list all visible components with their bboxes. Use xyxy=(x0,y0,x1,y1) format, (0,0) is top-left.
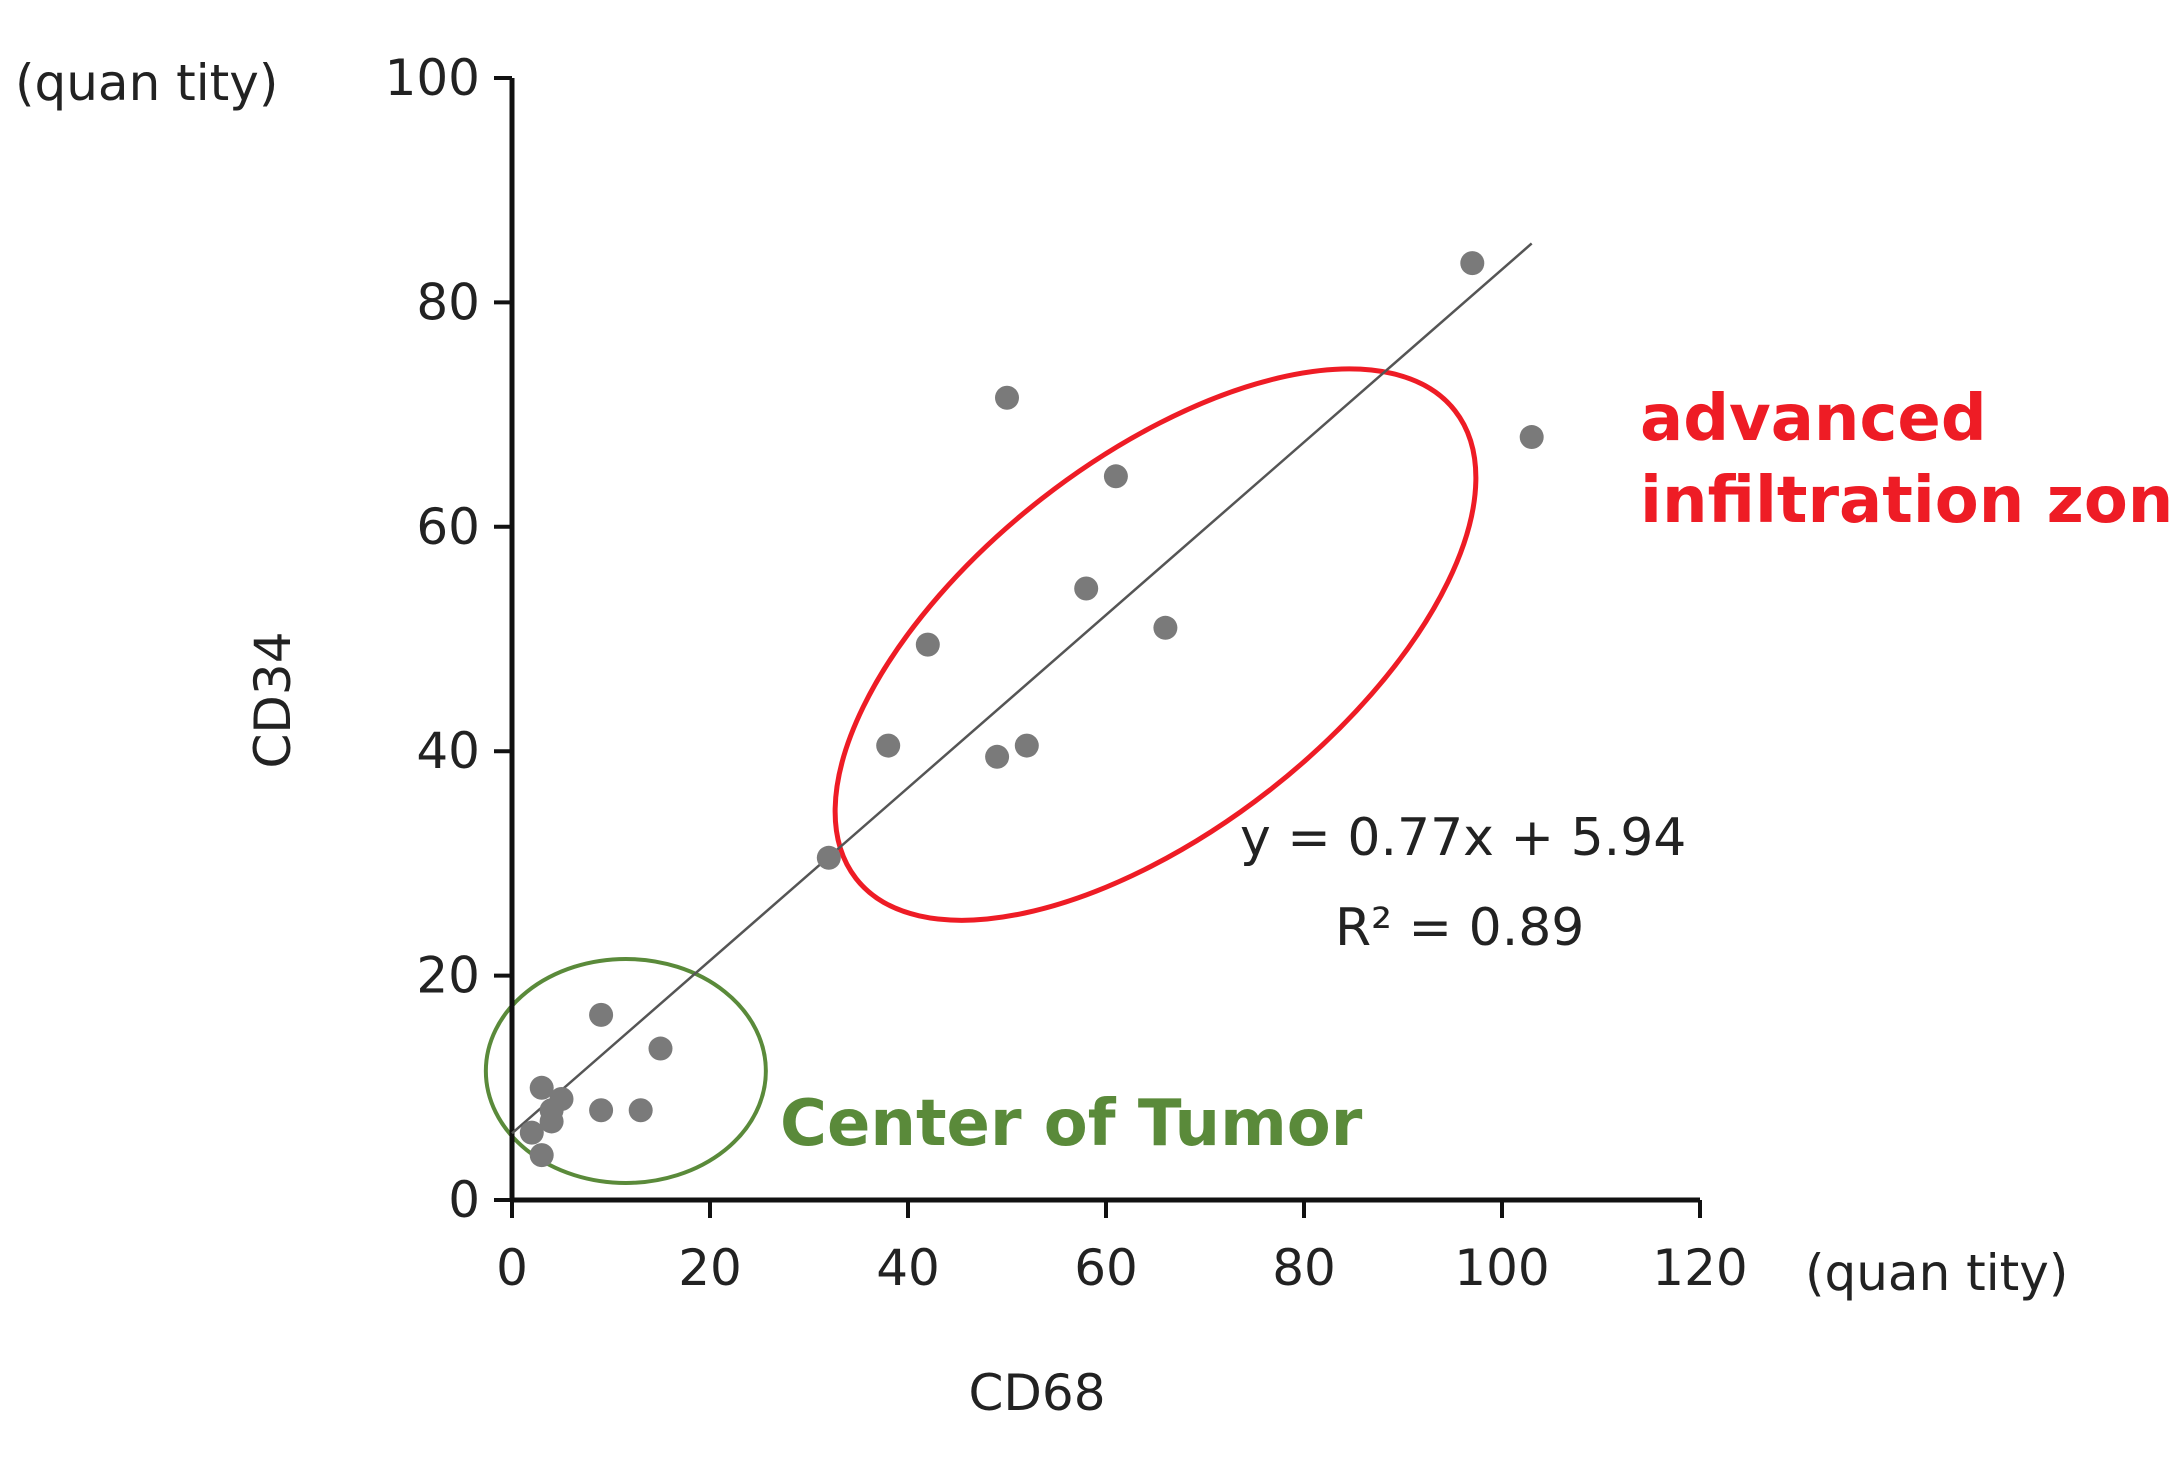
data-point xyxy=(529,1143,554,1168)
y-tick-label: 20 xyxy=(416,947,480,1005)
data-point xyxy=(816,845,841,870)
data-point xyxy=(1103,464,1128,489)
data-point xyxy=(519,1120,544,1145)
x-axis-ticks: 0 20 40 60 80 100 120 xyxy=(496,1200,1748,1297)
center-of-tumor-label: Center of Tumor xyxy=(780,1087,1363,1161)
data-point xyxy=(876,733,901,758)
x-axis-title: CD68 xyxy=(968,1364,1105,1422)
data-point xyxy=(985,744,1010,769)
y-tick-label: 40 xyxy=(416,722,480,780)
data-point xyxy=(648,1036,673,1061)
y-axis-ticks: 0 20 40 60 80 100 xyxy=(385,49,512,1229)
data-point xyxy=(549,1087,574,1112)
regression-equation: y = 0.77x + 5.94 xyxy=(1240,808,1686,868)
data-point xyxy=(1014,733,1039,758)
x-tick-label: 20 xyxy=(678,1239,742,1297)
advanced-infiltration-zone-label-line1: advanced xyxy=(1640,382,1987,456)
data-point xyxy=(589,1098,614,1123)
center-of-tumor-ellipse xyxy=(483,956,768,1185)
trendline xyxy=(511,242,1533,1135)
x-tick-label: 80 xyxy=(1272,1239,1336,1297)
advanced-infiltration-zone-ellipse xyxy=(832,366,1479,923)
x-tick-label: 100 xyxy=(1454,1239,1549,1297)
y-tick-label: 80 xyxy=(416,273,480,331)
data-point xyxy=(589,1002,614,1027)
advanced-infiltration-zone-label-line2: infiltration zone xyxy=(1640,464,2169,538)
y-tick-label: 0 xyxy=(448,1171,480,1229)
data-point xyxy=(628,1098,653,1123)
data-point xyxy=(995,385,1019,410)
data-point xyxy=(529,1075,554,1100)
y-axis-title: CD34 xyxy=(244,631,302,768)
r-squared-label: R² = 0.89 xyxy=(1335,898,1584,958)
data-point xyxy=(915,632,940,657)
y-tick-label: 60 xyxy=(416,498,480,556)
data-point xyxy=(1074,576,1099,601)
y-axis-unit-label: (quan tity) xyxy=(15,54,278,112)
x-tick-label: 120 xyxy=(1652,1239,1747,1297)
x-axis-unit-label: (quan tity) xyxy=(1805,1244,2068,1302)
y-tick-label: 100 xyxy=(385,49,480,107)
data-point xyxy=(1519,425,1544,450)
data-point xyxy=(1153,615,1178,640)
x-tick-label: 0 xyxy=(496,1239,528,1297)
data-point xyxy=(1460,251,1485,276)
region-layer xyxy=(483,366,1479,1185)
x-tick-label: 40 xyxy=(876,1239,940,1297)
data-points xyxy=(519,251,1544,1168)
x-tick-label: 60 xyxy=(1074,1239,1138,1297)
